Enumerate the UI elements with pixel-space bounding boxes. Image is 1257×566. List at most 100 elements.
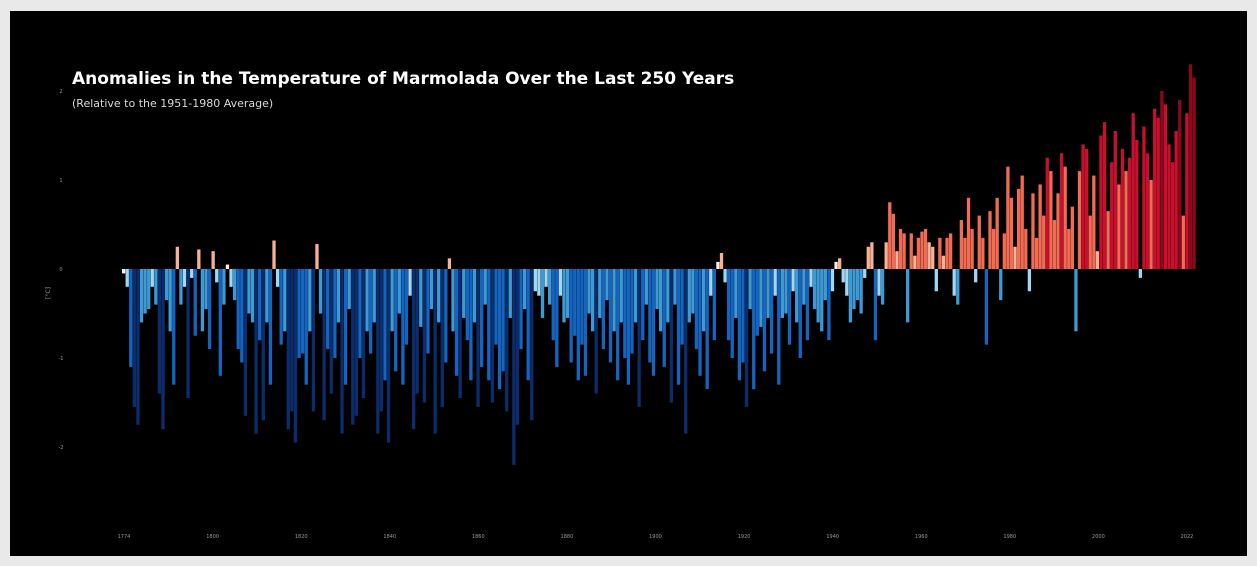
- temperature-bar: [419, 269, 423, 327]
- temperature-bar: [1135, 139, 1139, 269]
- temperature-bar: [447, 258, 452, 269]
- temperature-bar: [308, 269, 312, 332]
- temperature-bar: [1124, 171, 1128, 269]
- temperature-bar: [1013, 246, 1017, 269]
- temperature-bar: [272, 240, 276, 269]
- x-tick-label: 1960: [915, 534, 928, 540]
- temperature-bar: [548, 269, 552, 305]
- temperature-bar: [1192, 77, 1196, 270]
- temperature-bar: [648, 269, 652, 363]
- temperature-bar: [157, 269, 162, 394]
- temperature-bar: [712, 269, 716, 341]
- y-tick-label: 0: [59, 267, 62, 273]
- temperature-bar: [125, 269, 129, 287]
- temperature-bar: [394, 269, 398, 372]
- temperature-bar: [655, 269, 659, 310]
- temperature-bar: [1059, 153, 1064, 269]
- x-axis-ticks: 1774 1800 1820 1840 1860 1880 1900 1920 1940 1960…: [118, 534, 1194, 540]
- temperature-bar: [870, 242, 874, 269]
- temperature-bar: [934, 269, 938, 292]
- temperature-bar: [404, 269, 409, 345]
- temperature-bar: [1131, 113, 1135, 269]
- x-tick-label: 1840: [383, 534, 396, 540]
- temperature-bar: [476, 269, 480, 407]
- temperature-bar: [369, 269, 373, 354]
- temperature-bar: [429, 269, 434, 310]
- temperature-bar: [662, 269, 666, 367]
- temperature-bar: [841, 269, 845, 283]
- temperature-bar: [619, 269, 623, 323]
- temperature-bar: [207, 269, 212, 350]
- temperature-bar: [1099, 135, 1103, 269]
- temperature-bar: [737, 269, 742, 381]
- temperature-bar: [250, 269, 255, 323]
- temperature-bar: [719, 252, 724, 269]
- temperature-bar: [626, 269, 631, 385]
- temperature-bar: [877, 269, 881, 296]
- temperature-bar: [633, 269, 638, 323]
- temperature-bar: [1167, 144, 1171, 269]
- temperature-bar: [1067, 228, 1071, 269]
- temperature-bar: [1092, 175, 1096, 269]
- temperature-bar: [437, 269, 441, 323]
- temperature-bar: [1142, 126, 1146, 269]
- temperature-bar: [318, 269, 323, 314]
- temperature-bar: [1049, 171, 1053, 269]
- temperature-bar: [136, 269, 140, 425]
- temperature-bar: [555, 269, 559, 367]
- temperature-bar: [508, 269, 512, 318]
- temperature-bar: [966, 197, 971, 269]
- temperature-bar: [1056, 193, 1060, 269]
- temperature-bar: [605, 269, 609, 301]
- temperature-bar: [490, 269, 495, 403]
- temperature-bar: [777, 269, 781, 385]
- temperature-bar: [465, 269, 469, 341]
- temperature-bar: [1002, 233, 1006, 269]
- temperature-bar: [1081, 144, 1085, 269]
- temperature-bar: [852, 269, 856, 310]
- temperature-bar: [426, 269, 430, 354]
- temperature-bar: [991, 228, 996, 269]
- temperature-bar: [701, 269, 706, 332]
- temperature-bar: [909, 233, 913, 269]
- temperature-bar: [168, 269, 172, 332]
- temperature-bar: [752, 269, 756, 390]
- temperature-bar: [283, 269, 287, 332]
- temperature-bar: [372, 269, 376, 323]
- temperature-bar: [139, 269, 144, 323]
- temperature-bar: [1188, 64, 1193, 269]
- temperature-bar: [873, 269, 878, 341]
- temperature-bar: [311, 269, 316, 412]
- temperature-bar: [279, 269, 283, 345]
- temperature-bar: [379, 269, 384, 412]
- temperature-bar: [333, 269, 337, 358]
- temperature-bar: [734, 269, 738, 318]
- temperature-bar: [462, 269, 466, 318]
- temperature-bar: [1174, 131, 1178, 269]
- temperature-bar: [974, 269, 978, 283]
- temperature-bar: [984, 269, 989, 345]
- temperature-bar: [1038, 184, 1042, 269]
- temperature-bar: [365, 269, 369, 332]
- temperature-bar: [823, 269, 827, 301]
- y-axis-label: [°C]: [45, 287, 52, 299]
- temperature-bar: [780, 269, 785, 318]
- temperature-bar: [723, 269, 727, 283]
- temperature-bar: [164, 269, 169, 301]
- temperature-bar: [691, 269, 695, 314]
- temperature-bar: [1120, 148, 1125, 269]
- temperature-bar: [286, 269, 290, 430]
- temperature-bar: [537, 269, 541, 296]
- temperature-bar: [891, 213, 895, 269]
- temperature-bar: [669, 269, 674, 403]
- temperature-bar: [906, 269, 910, 323]
- temperature-bar: [913, 255, 917, 269]
- temperature-bar: [129, 269, 133, 367]
- temperature-bar: [293, 269, 298, 443]
- temperature-bar: [1063, 166, 1067, 269]
- temperature-bar: [809, 269, 813, 287]
- temperature-bar: [254, 269, 258, 434]
- temperature-bar: [1088, 215, 1092, 269]
- temperature-bar: [243, 269, 248, 416]
- temperature-bar: [147, 269, 151, 310]
